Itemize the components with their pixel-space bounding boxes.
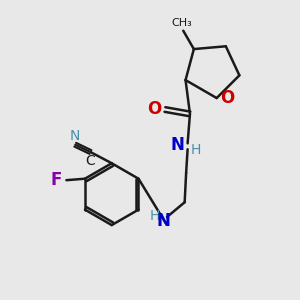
Text: CH₃: CH₃ bbox=[171, 18, 192, 28]
Text: H: H bbox=[191, 143, 201, 157]
Text: N: N bbox=[170, 136, 184, 154]
Text: F: F bbox=[51, 171, 62, 189]
Text: C: C bbox=[85, 154, 95, 167]
Text: O: O bbox=[220, 89, 235, 107]
Text: H: H bbox=[149, 209, 160, 223]
Text: N: N bbox=[69, 129, 80, 143]
Text: O: O bbox=[147, 100, 161, 118]
Text: N: N bbox=[156, 212, 170, 230]
